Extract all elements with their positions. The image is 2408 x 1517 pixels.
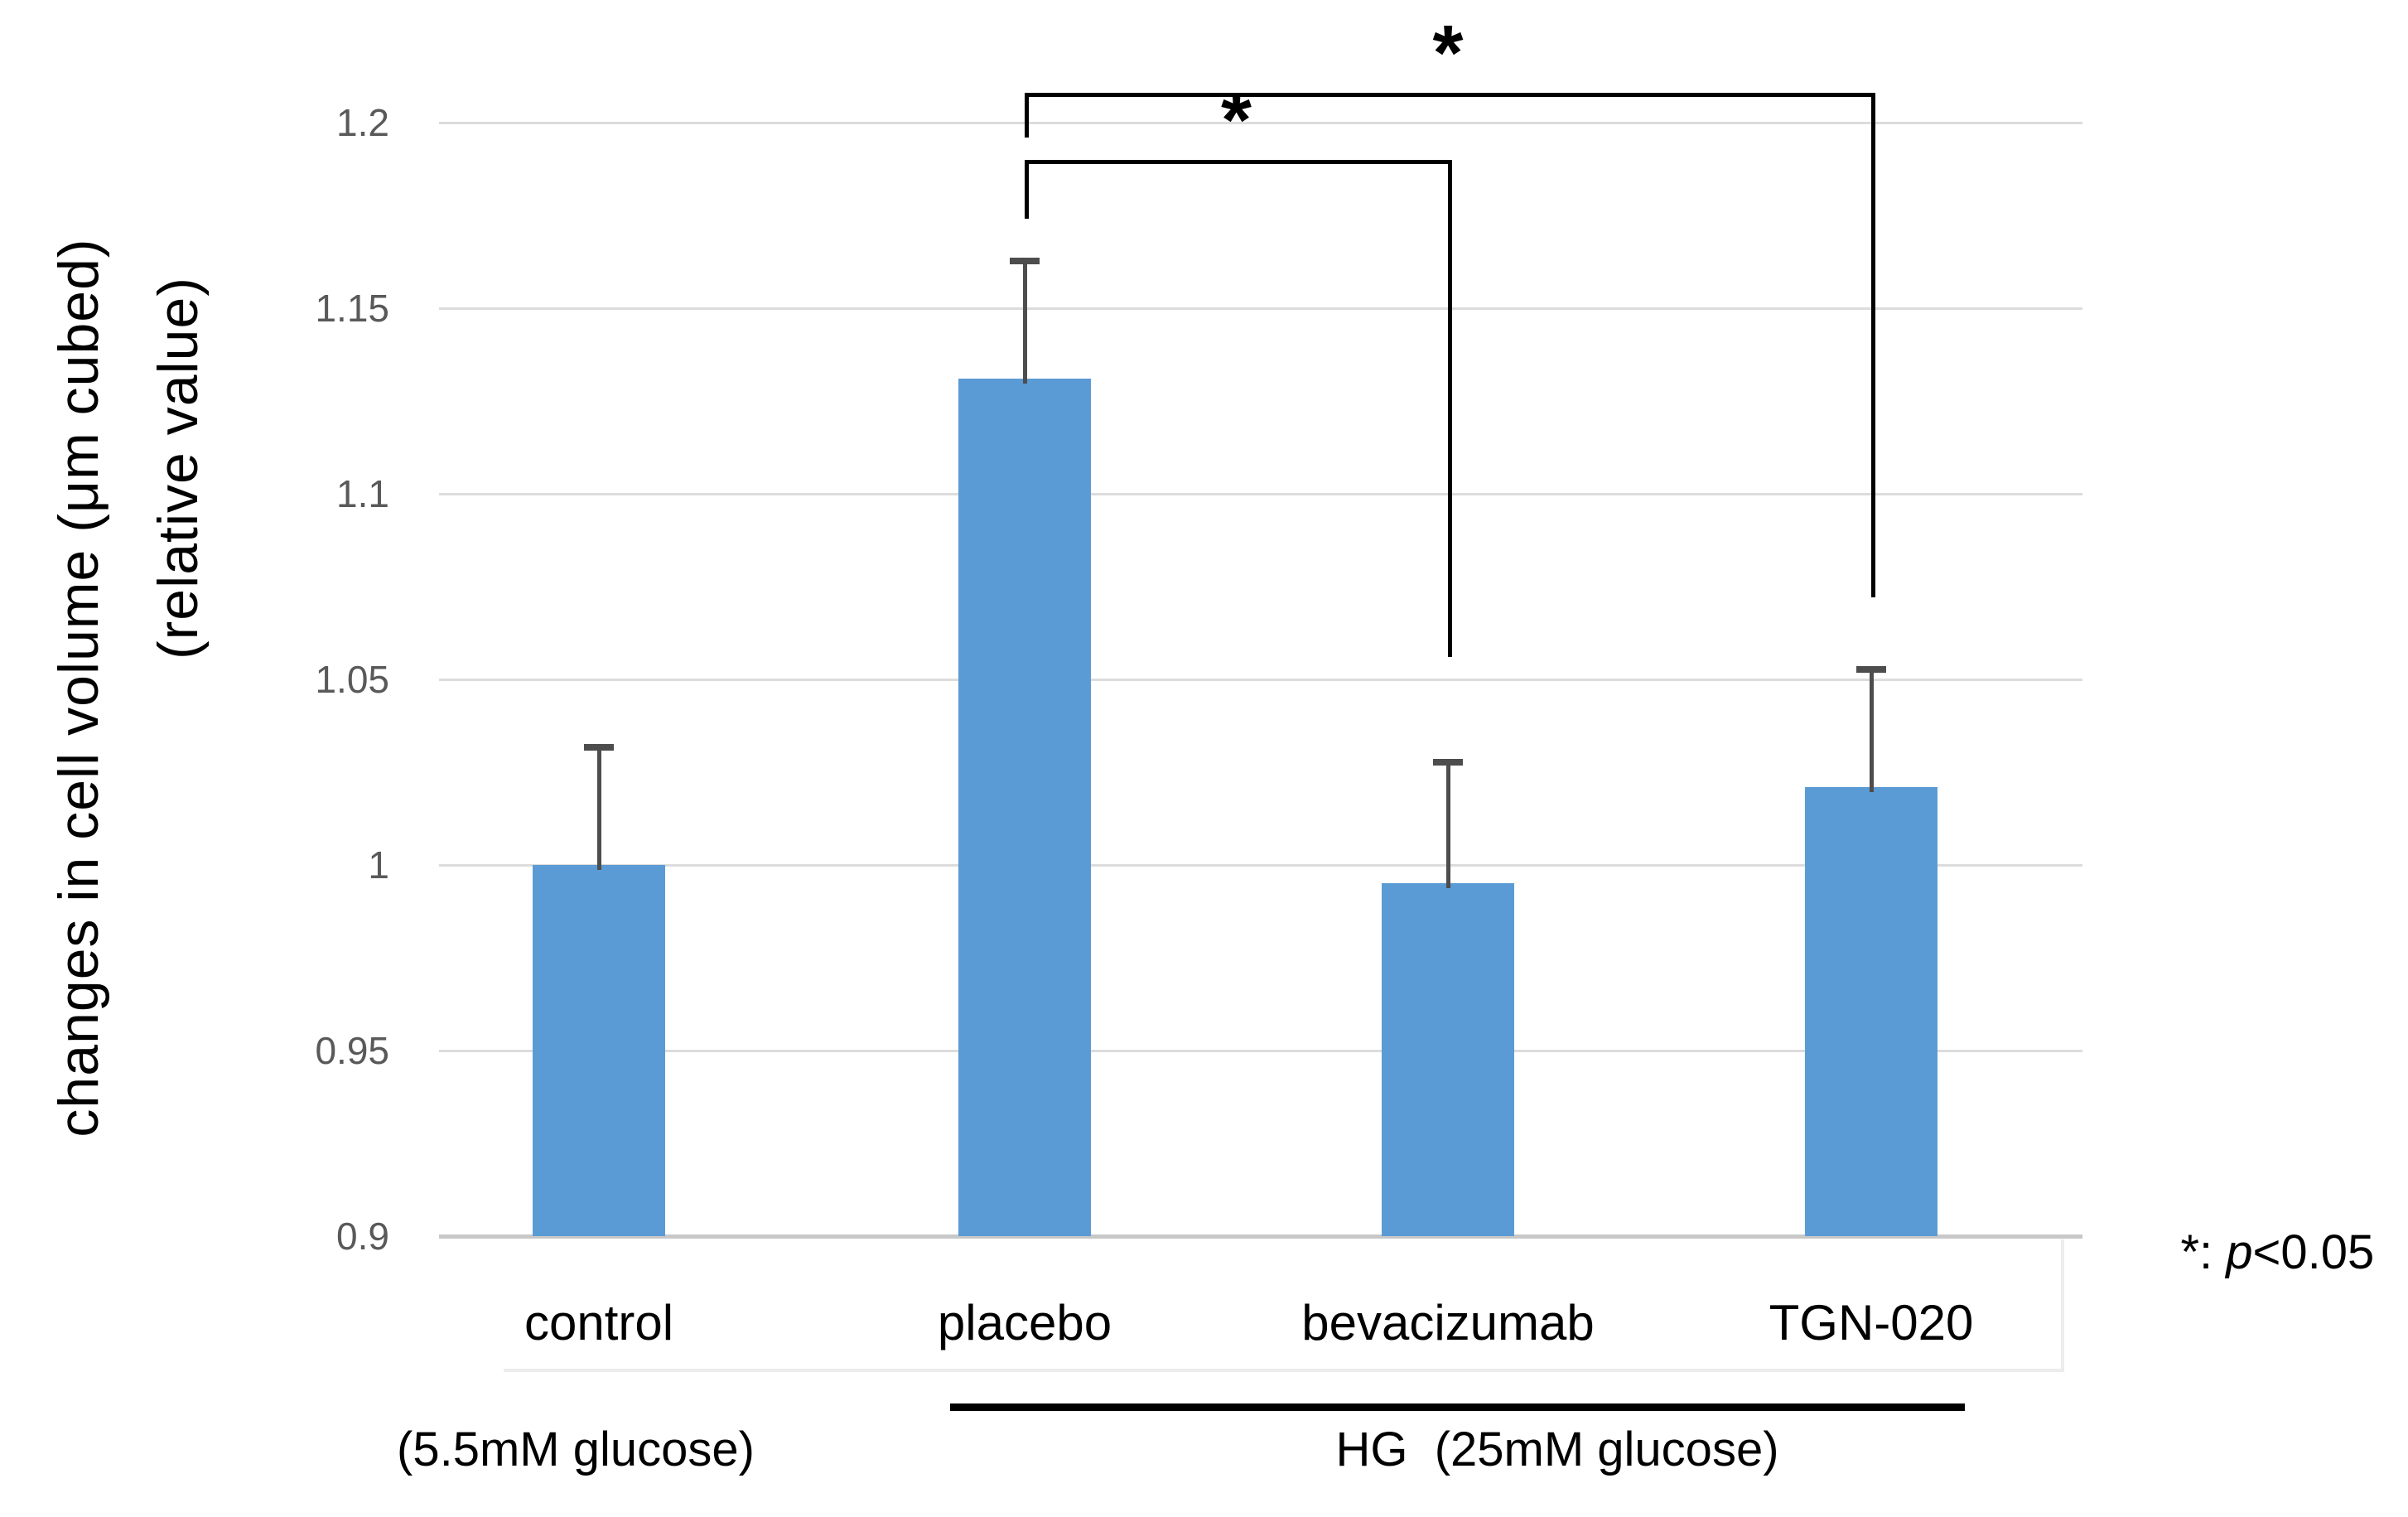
y-tick-label: 1.2 <box>336 101 389 144</box>
sig-bracket-1-right-drop <box>1871 93 1875 597</box>
y-tick-label: 1.15 <box>315 287 389 330</box>
gridline <box>439 679 2082 681</box>
y-axis-title-line2: (relative value) <box>147 277 210 659</box>
note-star: * <box>2180 1225 2200 1279</box>
group-caption-control: (5.5mM glucose) <box>397 1423 755 1476</box>
sig-bracket-0-horizontal <box>1025 160 1452 164</box>
hg-group-line <box>950 1403 1965 1411</box>
y-axis-title-line1: changes in cell volume (μm cubed) <box>47 238 110 1138</box>
sig-bracket-0-left-tick <box>1025 160 1029 219</box>
error-bar-line-placebo <box>1023 260 1027 384</box>
error-bar-line-bevacizumab <box>1446 761 1450 888</box>
category-label-TGN-020: TGN-020 <box>1769 1295 1974 1350</box>
error-bar-line-control <box>597 746 601 870</box>
faint-border-vertical <box>2061 1239 2064 1372</box>
gridline <box>439 1050 2082 1052</box>
category-label-placebo: placebo <box>937 1295 1112 1350</box>
gridline <box>439 122 2082 124</box>
bar-bevacizumab <box>1382 883 1514 1236</box>
group-caption-hg: HG (25mM glucose) <box>1335 1423 1779 1476</box>
category-label-bevacizumab: bevacizumab <box>1301 1295 1595 1350</box>
sig-bracket-1-horizontal <box>1025 93 1875 97</box>
category-label-control: control <box>524 1295 674 1350</box>
gridline <box>439 307 2082 310</box>
error-bar-cap-placebo <box>1010 258 1040 264</box>
note-separator: : <box>2199 1225 2227 1279</box>
y-tick-label: 1.05 <box>315 658 389 701</box>
gridline <box>439 864 2082 867</box>
sig-asterisk-1: * <box>1432 9 1464 97</box>
x-axis-line <box>439 1234 2082 1239</box>
note-threshold: <0.05 <box>2252 1225 2375 1279</box>
sig-asterisk-0: * <box>1221 76 1252 164</box>
note-p-symbol: p <box>2226 1225 2253 1279</box>
sig-bracket-1-left-tick <box>1025 93 1029 138</box>
error-bar-line-TGN-020 <box>1870 669 1874 792</box>
sig-bracket-0-right-drop <box>1448 160 1452 657</box>
faint-border-horizontal <box>504 1369 2064 1372</box>
gridline <box>439 493 2082 495</box>
error-bar-cap-control <box>584 744 614 751</box>
error-bar-cap-TGN-020 <box>1856 666 1886 673</box>
y-tick-label: 1.1 <box>336 472 389 515</box>
bar-placebo <box>958 379 1091 1236</box>
bar-TGN-020 <box>1805 787 1937 1236</box>
bar-control <box>533 865 665 1236</box>
y-tick-label: 1 <box>368 843 389 887</box>
y-tick-label: 0.95 <box>315 1029 389 1072</box>
y-tick-label: 0.9 <box>336 1215 389 1258</box>
error-bar-cap-bevacizumab <box>1433 759 1463 766</box>
significance-note: *: p<0.05 <box>2127 1153 2374 1279</box>
